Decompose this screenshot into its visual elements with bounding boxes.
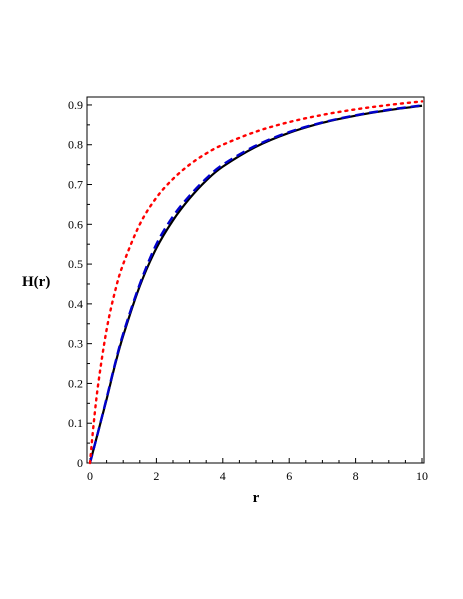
- y-axis-ticks: 0 0.1 0.2 0.3 0.4 0.5 0.6 0.7 0.8 0.9: [68, 98, 92, 470]
- y-tick-label: 0.9: [68, 98, 83, 112]
- series-line-dotted: [88, 100, 424, 465]
- y-tick-label: 0.7: [68, 178, 83, 192]
- y-tick-label: 0.5: [68, 257, 83, 271]
- series-layer: [88, 100, 424, 465]
- y-tick-label: 0.4: [68, 297, 83, 311]
- y-tick-label: 0.6: [68, 217, 83, 231]
- x-tick-label: 2: [153, 469, 159, 483]
- y-axis-title: H(r): [22, 274, 50, 290]
- x-tick-label: 10: [416, 469, 428, 483]
- y-tick-label: 0.3: [68, 337, 83, 351]
- x-tick-label: 0: [87, 469, 93, 483]
- series-line-dashed: [88, 104, 423, 464]
- x-tick-label: 8: [353, 469, 359, 483]
- y-tick-label: 0.1: [68, 416, 83, 430]
- x-tick-label: 4: [220, 469, 226, 483]
- x-axis-title: r: [253, 490, 260, 506]
- x-axis-ticks: 0 2 4 6 8 10: [87, 458, 428, 483]
- y-tick-label: 0.2: [68, 376, 83, 390]
- x-tick-label: 6: [286, 469, 292, 483]
- y-tick-label: 0.8: [68, 138, 83, 152]
- y-tick-label: 0: [77, 456, 83, 470]
- plot-frame: [86, 96, 425, 464]
